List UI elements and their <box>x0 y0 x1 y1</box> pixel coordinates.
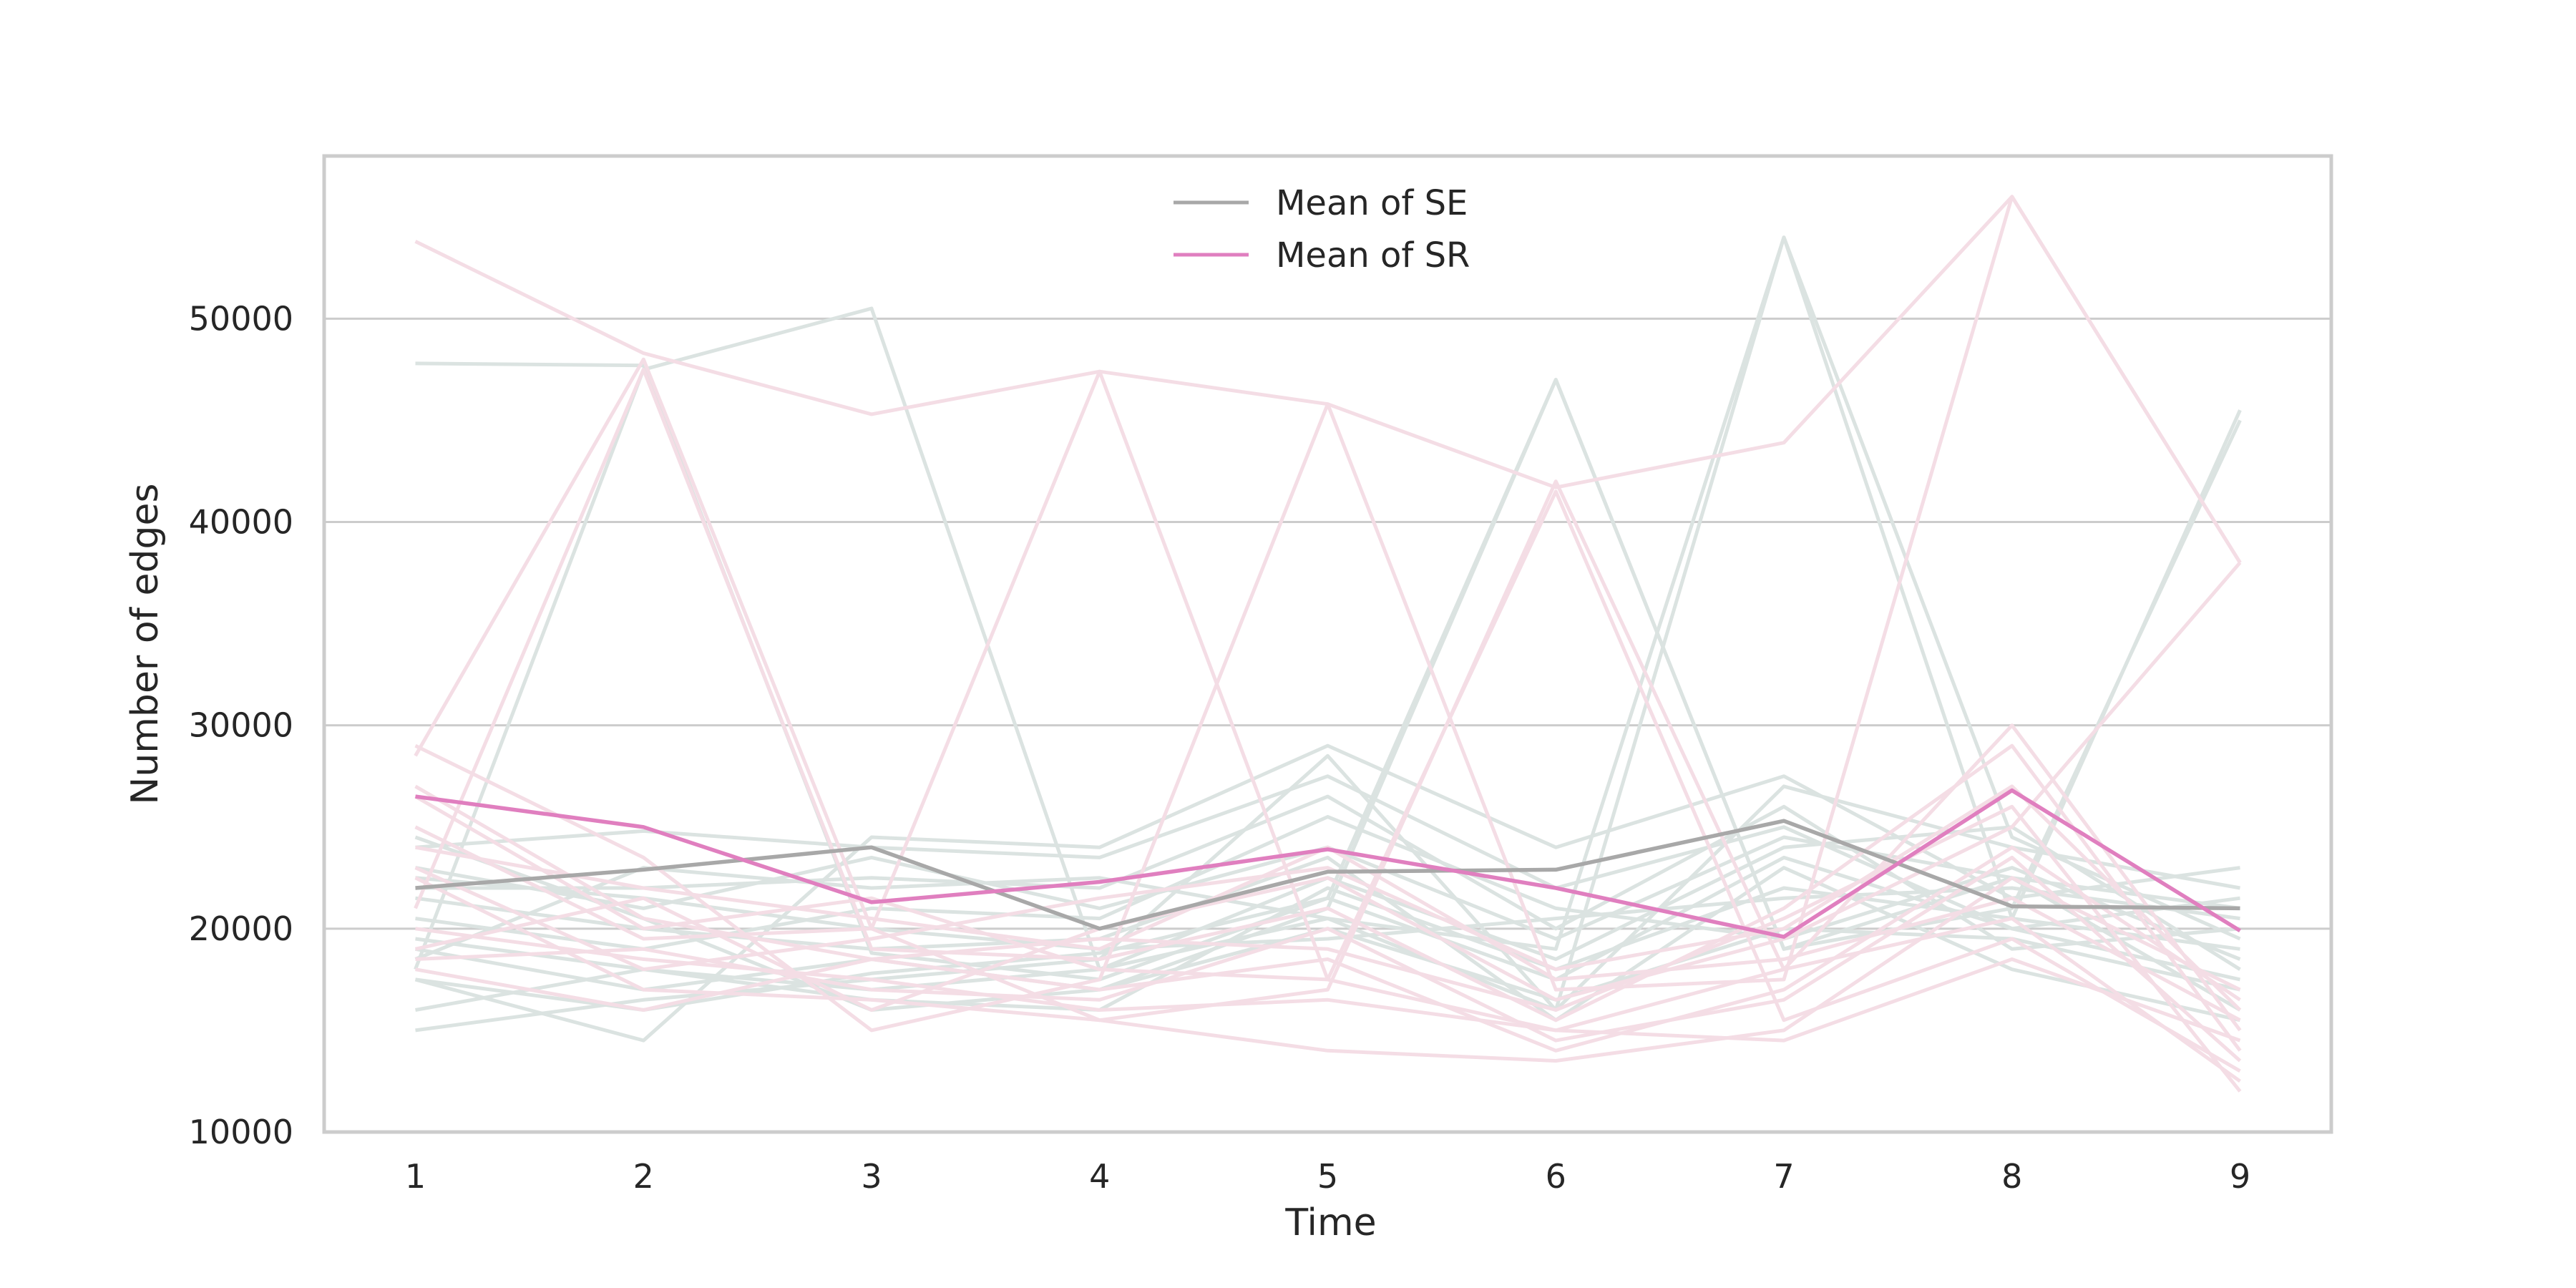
legend-label-se: Mean of SE <box>1276 183 1468 223</box>
x-tick-label: 8 <box>2001 1157 2022 1196</box>
sr-individual-line <box>415 845 2241 1022</box>
sr-individual-line <box>414 784 2242 1012</box>
se-individual-line <box>415 876 2240 951</box>
y-axis-title: Number of edges <box>124 483 167 804</box>
mean-lines <box>415 788 2241 939</box>
y-tick-label: 20000 <box>189 909 293 948</box>
sr-individual-line <box>414 357 2242 1032</box>
sr-individual-line <box>415 855 2242 1063</box>
x-tick-label: 4 <box>1089 1157 1110 1196</box>
plot-frame <box>322 154 2333 1134</box>
legend: Mean of SE Mean of SR <box>1174 183 1470 275</box>
x-tick-label: 6 <box>1546 1157 1566 1196</box>
y-tick-label: 40000 <box>189 503 293 542</box>
se-individual-line <box>414 235 2241 961</box>
sr-individual-line <box>415 927 2241 1043</box>
x-tick-label: 2 <box>633 1157 654 1196</box>
y-tick-label: 30000 <box>189 706 293 745</box>
mean-se-line <box>415 819 2240 931</box>
sr-individual-line <box>414 784 2241 1053</box>
se-individual-line <box>415 794 2240 951</box>
x-axis-title: Time <box>1284 1201 1376 1244</box>
sr-individual-line <box>414 561 2242 1012</box>
y-tick-labels: 10000 20000 30000 40000 50000 <box>189 299 293 1151</box>
y-tick-label: 10000 <box>189 1113 293 1151</box>
x-tick-labels: 1 2 3 4 5 6 7 8 9 <box>405 1157 2250 1196</box>
x-tick-label: 3 <box>861 1157 882 1196</box>
sr-individual-line <box>414 876 2241 1063</box>
x-tick-label: 9 <box>2230 1157 2250 1196</box>
sr-individual-line <box>414 195 2242 1033</box>
y-tick-label: 50000 <box>189 299 293 338</box>
se-individual-line <box>414 743 2240 1043</box>
mean-sr-line <box>415 788 2241 939</box>
legend-label-sr: Mean of SR <box>1276 235 1470 275</box>
x-tick-label: 1 <box>405 1157 426 1196</box>
x-tick-label: 7 <box>1773 1157 1794 1196</box>
sr-individual-lines <box>414 195 2242 1093</box>
x-tick-label: 5 <box>1317 1157 1338 1196</box>
sr-individual-line <box>414 794 2241 1083</box>
sr-individual-line <box>414 367 2242 1052</box>
